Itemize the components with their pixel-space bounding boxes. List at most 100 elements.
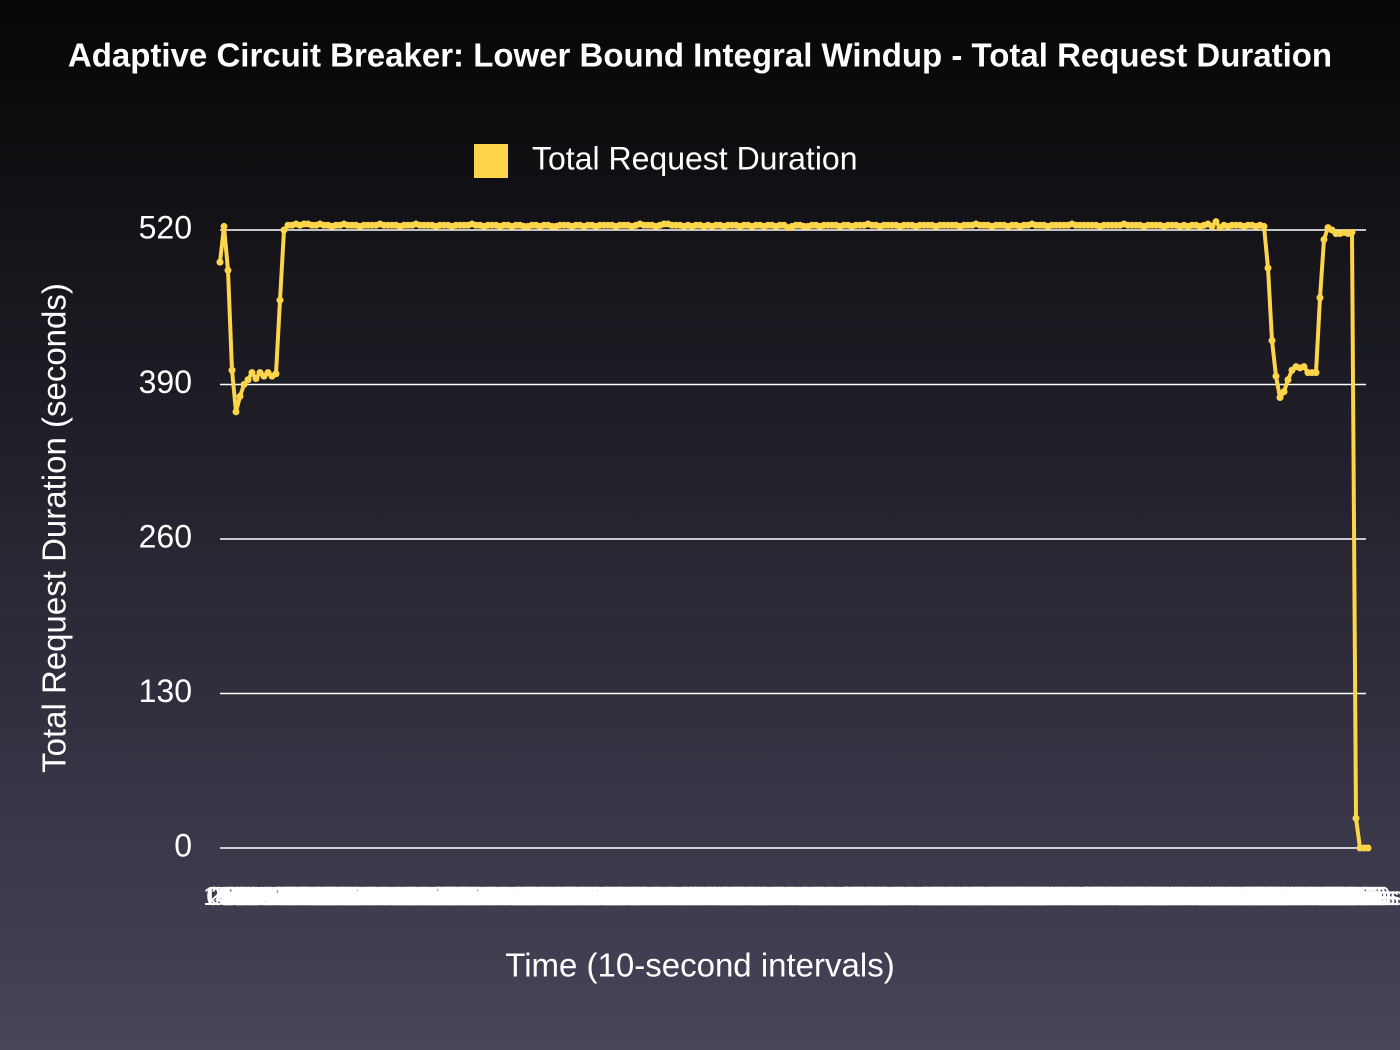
data-point <box>1348 228 1356 236</box>
x-tick-label: 1390s <box>741 881 812 911</box>
x-tick-label: 1960s <box>969 881 1040 911</box>
x-tick-label: 1570s <box>813 881 884 911</box>
x-tick-label: 510s <box>396 881 452 911</box>
x-tick-label: 1870s <box>933 881 1004 911</box>
x-tick-label: 160s <box>256 881 312 911</box>
x-tick-label: 590s <box>428 881 484 911</box>
x-tick-label: 1800s <box>905 881 976 911</box>
y-tick-label: 260 <box>139 518 192 554</box>
x-tick-label: 390s <box>348 881 404 911</box>
x-tick-label: 2870s <box>1333 881 1400 911</box>
x-tick-label: 1540s <box>801 881 872 911</box>
x-tick-label: 1290s <box>701 881 772 911</box>
x-tick-label: 2480s <box>1177 881 1248 911</box>
x-tick-label: 350s <box>332 881 388 911</box>
x-tick-label: 1700s <box>865 881 936 911</box>
x-tick-label: 2310s <box>1109 881 1180 911</box>
x-tick-label: 2440s <box>1161 881 1232 911</box>
y-tick-label: 520 <box>139 209 192 245</box>
x-tick-label: 2080s <box>1017 881 1088 911</box>
x-tick-label: 30s <box>211 881 253 911</box>
x-tick-label: 270s <box>300 881 356 911</box>
x-tick-label: 2110s <box>1030 881 1099 911</box>
x-tick-label: 460s <box>376 881 432 911</box>
x-tick-label: 2230s <box>1077 881 1148 911</box>
x-tick-label: 2630s <box>1237 881 1308 911</box>
x-tick-label: 1020s <box>593 881 664 911</box>
x-tick-label: 2410s <box>1149 881 1220 911</box>
x-tick-label: 400s <box>352 881 408 911</box>
x-tick-label: 2460s <box>1169 881 1240 911</box>
x-tick-label: 1210s <box>669 881 740 911</box>
x-tick-label: 1240s <box>681 881 752 911</box>
x-tick-label: 2180s <box>1057 881 1128 911</box>
x-tick-label: 1140s <box>642 881 711 911</box>
x-tick-label: 1170s <box>654 881 723 911</box>
x-tick-label: 980s <box>584 881 640 911</box>
x-tick-label: 2420s <box>1153 881 1224 911</box>
y-tick-label: 0 <box>174 827 192 863</box>
x-tick-label: 1990s <box>981 881 1052 911</box>
x-tick-label: 2190s <box>1061 881 1132 911</box>
x-tick-label: 320s <box>320 881 376 911</box>
data-point <box>1260 222 1268 230</box>
x-tick-label: 2550s <box>1205 881 1276 911</box>
x-tick-label: 70s <box>227 881 269 911</box>
x-tick-label: 2750s <box>1285 881 1356 911</box>
x-tick-label: 2640s <box>1241 881 1312 911</box>
x-tick-label: 2490s <box>1181 881 1252 911</box>
x-tick-label: 1780s <box>897 881 968 911</box>
x-tick-label: 1320s <box>713 881 784 911</box>
x-tick-label: 330s <box>324 881 380 911</box>
x-tick-label: 360s <box>336 881 392 911</box>
x-tick-label: 1450s <box>765 881 836 911</box>
x-tick-label: 1050s <box>605 881 676 911</box>
x-tick-label: 2610s <box>1229 881 1300 911</box>
x-tick-label: 450s <box>372 881 428 911</box>
x-tick-label: 1120s <box>634 881 703 911</box>
x-tick-label: 480s <box>384 881 440 911</box>
data-point <box>220 222 228 230</box>
x-tick-label: 550s <box>412 881 468 911</box>
x-tick-label: 1660s <box>849 881 920 911</box>
x-tick-label: 380s <box>344 881 400 911</box>
x-tick-label: 920s <box>560 881 616 911</box>
x-tick-label: 530s <box>404 881 460 911</box>
x-tick-label: 2270s <box>1093 881 1164 911</box>
x-tick-label: 1830s <box>917 881 988 911</box>
x-tick-label: 2370s <box>1133 881 1204 911</box>
x-tick-label: 130s <box>244 881 300 911</box>
x-tick-label: 1510s <box>789 881 860 911</box>
x-tick-label: 1360s <box>729 881 800 911</box>
x-tick-label: 1150s <box>646 881 715 911</box>
x-tick-label: 2320s <box>1113 881 1184 911</box>
x-tick-label: 1330s <box>717 881 788 911</box>
x-tick-label: 280s <box>304 881 360 911</box>
x-tick-label: 1370s <box>733 881 804 911</box>
chart-title: Adaptive Circuit Breaker: Lower Bound In… <box>68 37 1332 74</box>
x-tick-label: 190s <box>268 881 324 911</box>
x-tick-label: 1180s <box>658 881 727 911</box>
x-tick-label: 240s <box>288 881 344 911</box>
x-tick-label: 2140s <box>1041 881 1112 911</box>
x-tick-label: 1300s <box>705 881 776 911</box>
x-tick-label: 500s <box>392 881 448 911</box>
x-tick-label: 1970s <box>973 881 1044 911</box>
data-point <box>1264 264 1272 272</box>
data-point <box>1364 844 1372 852</box>
x-tick-label: 2160s <box>1049 881 1120 911</box>
x-tick-label: 1040s <box>601 881 672 911</box>
x-tick-label: 1070s <box>613 881 684 911</box>
x-tick-label: 960s <box>576 881 632 911</box>
data-point <box>1212 218 1220 226</box>
x-tick-label: 250s <box>292 881 348 911</box>
x-tick-label: 1460s <box>769 881 840 911</box>
x-tick-label: 370s <box>340 881 396 911</box>
x-tick-label: 470s <box>380 881 436 911</box>
x-tick-label: 210s <box>276 881 332 911</box>
x-tick-label: 2690s <box>1261 881 1332 911</box>
x-tick-label: 2330s <box>1117 881 1188 911</box>
x-tick-label: 2400s <box>1145 881 1216 911</box>
